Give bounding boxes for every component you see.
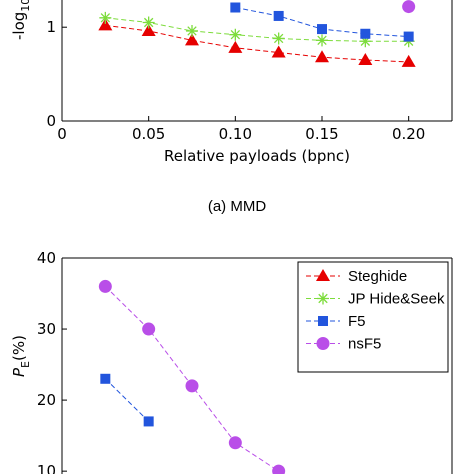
marker: [316, 269, 330, 281]
marker: [142, 322, 156, 336]
x-axis-label: Relative payloads (bpnc): [164, 147, 350, 165]
marker: [100, 373, 111, 384]
marker: [358, 53, 373, 66]
marker: [360, 28, 371, 39]
x-tick-label: 0.15: [305, 125, 338, 143]
y-axis-label: -log10: [10, 0, 32, 40]
marker: [401, 54, 416, 67]
marker: [316, 337, 330, 350]
y-label-tail: (%): [10, 335, 28, 361]
marker: [99, 11, 112, 24]
marker: [359, 35, 372, 48]
marker: [317, 292, 329, 305]
series-layer: [98, 279, 286, 474]
y-tick-label: 40: [37, 249, 56, 267]
legend-label: Steghide: [348, 268, 407, 285]
y-tick-label: 1: [46, 18, 56, 36]
y-tick-label: 20: [37, 391, 56, 409]
marker: [185, 379, 199, 393]
marker: [272, 464, 286, 474]
y-label-main: -log: [10, 12, 28, 40]
series-line: [104, 286, 279, 472]
marker: [143, 416, 154, 427]
y-tick-label: 30: [37, 320, 56, 338]
legend-label: F5: [348, 313, 366, 330]
marker: [316, 34, 328, 47]
marker: [228, 40, 243, 53]
x-tick-label: 0: [57, 125, 67, 143]
caption: (a) MMD: [208, 198, 266, 215]
series-line: [105, 24, 409, 63]
marker: [230, 2, 241, 13]
series-layer: [98, 0, 416, 67]
plot: 10 20 30 40 PE(%) Steghide JP Hide&Seek F5 nsF5: [10, 249, 453, 474]
y-label-main: P: [10, 367, 28, 377]
y-label-sub: 10: [19, 0, 32, 12]
marker: [317, 24, 327, 35]
marker: [98, 279, 112, 293]
y-tick-label: 0: [46, 112, 56, 130]
marker: [318, 316, 328, 326]
marker: [271, 45, 286, 58]
marker: [142, 16, 155, 29]
y-axis-label: PE(%): [10, 335, 32, 377]
x-tick-label: 0.10: [219, 125, 252, 143]
marker: [315, 50, 329, 63]
marker: [98, 18, 113, 31]
marker: [185, 33, 199, 46]
legend-label: JP Hide&Seek: [348, 291, 445, 308]
x-tick-label: 0.20: [392, 125, 425, 143]
series-line: [104, 378, 150, 422]
marker: [402, 0, 416, 14]
series-line: [105, 17, 409, 42]
marker: [273, 10, 284, 21]
marker: [403, 31, 414, 42]
marker: [229, 28, 242, 41]
x-tick-label: 0.05: [132, 125, 165, 143]
y-tick-label: 10: [37, 462, 56, 474]
marker: [186, 24, 198, 37]
y-label-sub: E: [19, 361, 32, 368]
marker: [228, 436, 242, 450]
legend-label: nsF5: [348, 336, 381, 353]
marker: [141, 23, 156, 36]
marker: [272, 32, 285, 45]
